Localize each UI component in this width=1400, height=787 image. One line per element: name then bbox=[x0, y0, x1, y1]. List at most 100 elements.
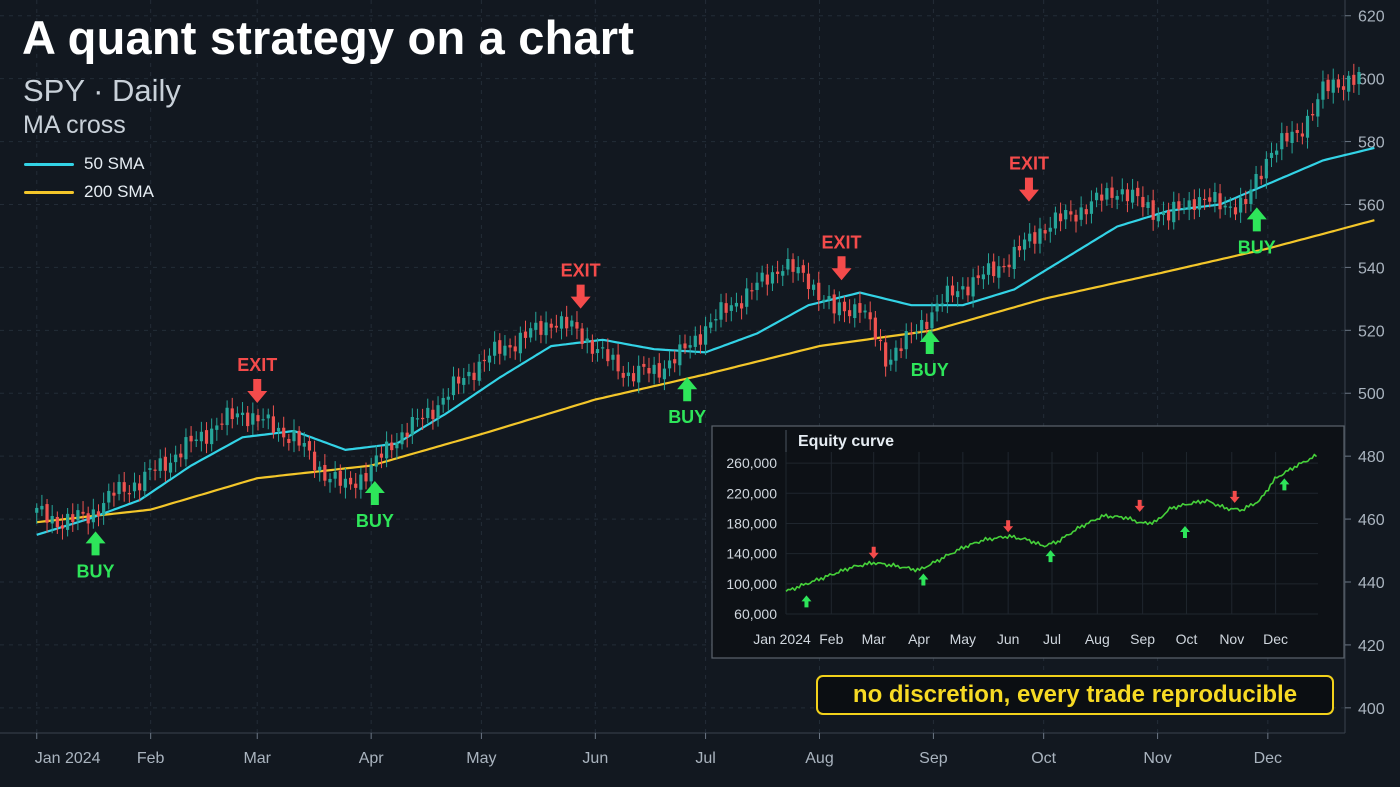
equity-x-tick-label: Dec bbox=[1263, 631, 1288, 647]
equity-y-tick-label: 180,000 bbox=[726, 515, 777, 531]
equity-buy-marker-icon bbox=[1279, 478, 1290, 491]
candle-body bbox=[863, 310, 867, 313]
candle-body bbox=[1316, 99, 1320, 117]
candle-body bbox=[1197, 197, 1202, 210]
candle-body bbox=[518, 332, 522, 354]
candle-body bbox=[776, 271, 780, 274]
candle-body bbox=[35, 507, 39, 513]
candle-body bbox=[307, 441, 312, 451]
candle-body bbox=[1022, 239, 1027, 250]
candle-body bbox=[266, 414, 270, 419]
candle-body bbox=[1151, 200, 1155, 220]
candle-body bbox=[1167, 210, 1171, 221]
candle-body bbox=[570, 320, 574, 327]
candle-body bbox=[225, 407, 229, 426]
candle-body bbox=[199, 431, 203, 442]
candle-body bbox=[822, 299, 826, 302]
candle-body bbox=[904, 331, 908, 350]
candle-body bbox=[565, 316, 569, 329]
candle-body bbox=[112, 492, 116, 496]
candle-body bbox=[611, 354, 615, 360]
candle-body bbox=[930, 312, 934, 329]
candle-body bbox=[143, 471, 147, 492]
candle-body bbox=[503, 345, 507, 356]
candle-body bbox=[348, 477, 353, 485]
exit-arrow-icon bbox=[831, 256, 852, 281]
candle-body bbox=[827, 296, 831, 300]
candle-body bbox=[1321, 81, 1325, 100]
candle-body bbox=[163, 456, 167, 471]
candle-body bbox=[1074, 214, 1078, 222]
exit-label: EXIT bbox=[822, 232, 862, 252]
candle-body bbox=[1300, 133, 1304, 137]
buy-signal: BUY bbox=[1238, 207, 1276, 257]
candle-body bbox=[1239, 197, 1243, 213]
equity-x-tick-label: May bbox=[950, 631, 976, 647]
legend-swatch-sma-200 bbox=[24, 190, 74, 194]
y-axis-ticks: 400 420 440 460 480 500 520 540 560 580 600 620 bbox=[1345, 9, 1385, 718]
candle-body bbox=[441, 397, 445, 405]
candle-body bbox=[1130, 189, 1135, 203]
x-tick-label: Aug bbox=[805, 750, 833, 767]
candle-body bbox=[174, 454, 178, 463]
candle-body bbox=[379, 453, 384, 458]
candle-body bbox=[801, 265, 805, 273]
candle-body bbox=[1352, 74, 1356, 85]
candle-body bbox=[1203, 198, 1207, 201]
candle-body bbox=[436, 405, 440, 418]
candle-body bbox=[1100, 194, 1104, 201]
candle-body bbox=[323, 464, 327, 481]
candle-body bbox=[889, 359, 893, 365]
candle-body bbox=[1048, 227, 1052, 232]
candle-body bbox=[1347, 75, 1351, 92]
candle-body bbox=[276, 427, 281, 432]
equity-x-tick-label: Mar bbox=[862, 631, 886, 647]
candle-body bbox=[986, 263, 991, 275]
candle-body bbox=[1146, 202, 1150, 208]
candle-body bbox=[678, 344, 682, 366]
buy-signal: BUY bbox=[77, 531, 115, 581]
candle-body bbox=[940, 303, 944, 306]
candle-body bbox=[920, 320, 924, 331]
y-tick-label: 620 bbox=[1358, 9, 1385, 26]
x-tick-label: Jun bbox=[582, 750, 608, 767]
candle-body bbox=[925, 321, 929, 330]
candle-body bbox=[410, 416, 414, 436]
candle-body bbox=[374, 455, 378, 467]
candle-body bbox=[667, 360, 672, 369]
candle-body bbox=[755, 282, 759, 291]
candle-body bbox=[554, 325, 558, 328]
candle-body bbox=[698, 334, 703, 345]
candle-body bbox=[981, 274, 985, 280]
candle-body bbox=[621, 372, 625, 378]
candle-body bbox=[1341, 86, 1346, 90]
candle-body bbox=[549, 323, 553, 328]
candle-body bbox=[945, 285, 949, 303]
candle-body bbox=[523, 331, 528, 338]
candle-body bbox=[421, 417, 425, 420]
candle-body bbox=[369, 465, 373, 482]
x-tick-label: Mar bbox=[243, 750, 271, 767]
candle-body bbox=[179, 453, 183, 458]
candle-body bbox=[1156, 214, 1160, 222]
y-tick-label: 520 bbox=[1358, 323, 1385, 340]
y-tick-label: 460 bbox=[1358, 512, 1385, 529]
buy-signal: BUY bbox=[911, 330, 949, 380]
candle-body bbox=[806, 273, 811, 290]
candle-body bbox=[1259, 175, 1263, 180]
candle-body bbox=[235, 413, 239, 418]
candle-body bbox=[405, 432, 409, 437]
candle-body bbox=[1064, 209, 1068, 220]
candle-body bbox=[1218, 193, 1222, 210]
exit-signal: EXIT bbox=[822, 232, 862, 281]
candle-body bbox=[997, 266, 1001, 278]
buy-signal: BUY bbox=[356, 481, 394, 531]
candle-body bbox=[467, 371, 471, 377]
candle-body bbox=[575, 322, 579, 329]
candle-body bbox=[318, 466, 322, 471]
candle-body bbox=[971, 277, 975, 297]
equity-x-tick-label: Feb bbox=[819, 631, 843, 647]
candle-body bbox=[220, 423, 224, 425]
candle-body bbox=[343, 478, 348, 488]
y-tick-label: 440 bbox=[1358, 575, 1385, 592]
